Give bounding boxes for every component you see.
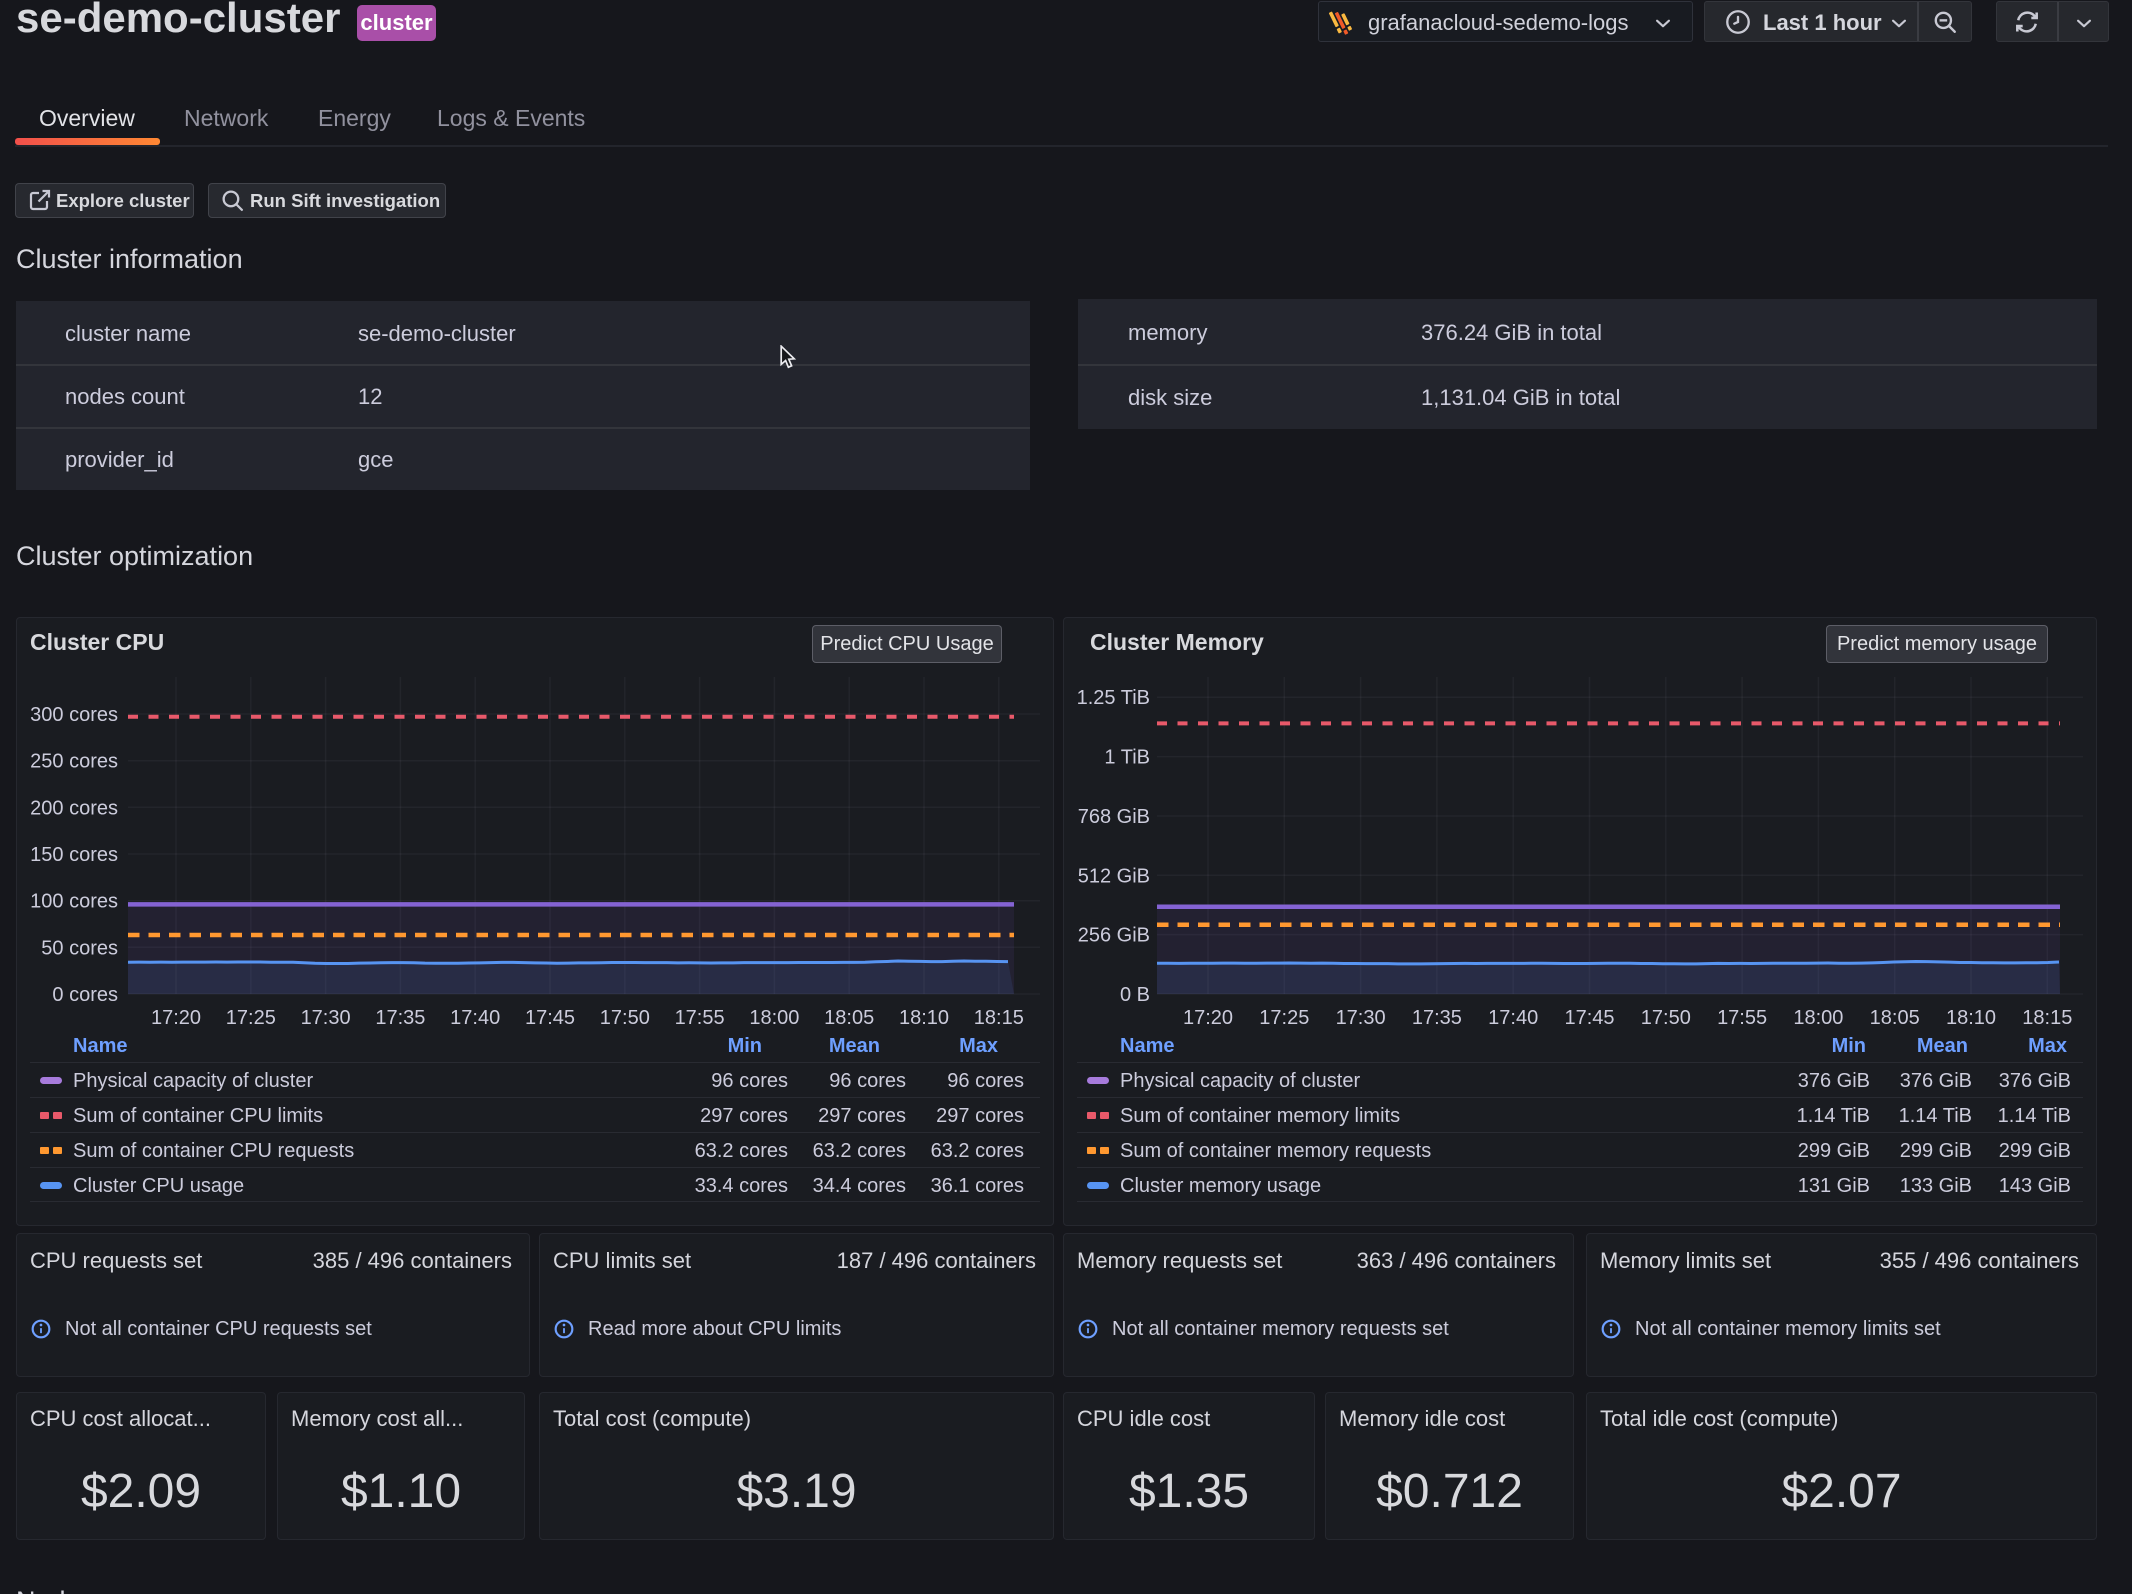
svg-text:18:05: 18:05 <box>1870 1007 1920 1029</box>
svg-text:17:55: 17:55 <box>1717 1007 1767 1029</box>
svg-text:1 TiB: 1 TiB <box>1104 747 1150 769</box>
svg-text:50 cores: 50 cores <box>41 937 118 959</box>
svg-text:17:30: 17:30 <box>1336 1007 1386 1029</box>
svg-text:18:10: 18:10 <box>899 1007 949 1029</box>
svg-text:17:40: 17:40 <box>450 1007 500 1029</box>
svg-text:17:40: 17:40 <box>1488 1007 1538 1029</box>
svg-text:250 cores: 250 cores <box>30 751 118 773</box>
svg-text:512 GiB: 512 GiB <box>1078 865 1150 887</box>
svg-text:18:00: 18:00 <box>749 1007 799 1029</box>
svg-text:256 GiB: 256 GiB <box>1078 925 1150 947</box>
svg-text:17:45: 17:45 <box>1564 1007 1614 1029</box>
svg-text:17:50: 17:50 <box>1641 1007 1691 1029</box>
svg-text:150 cores: 150 cores <box>30 844 118 866</box>
svg-text:17:45: 17:45 <box>525 1007 575 1029</box>
svg-text:17:35: 17:35 <box>1412 1007 1462 1029</box>
svg-text:17:50: 17:50 <box>600 1007 650 1029</box>
svg-text:18:05: 18:05 <box>824 1007 874 1029</box>
svg-text:300 cores: 300 cores <box>30 704 118 726</box>
svg-text:17:55: 17:55 <box>675 1007 725 1029</box>
svg-text:18:10: 18:10 <box>1946 1007 1996 1029</box>
svg-text:18:15: 18:15 <box>974 1007 1024 1029</box>
svg-text:1.25 TiB: 1.25 TiB <box>1077 687 1150 709</box>
svg-text:17:25: 17:25 <box>1259 1007 1309 1029</box>
svg-text:17:30: 17:30 <box>301 1007 351 1029</box>
svg-text:0 cores: 0 cores <box>52 984 118 1006</box>
svg-text:200 cores: 200 cores <box>30 797 118 819</box>
svg-text:17:20: 17:20 <box>151 1007 201 1029</box>
svg-text:17:20: 17:20 <box>1183 1007 1233 1029</box>
svg-text:18:00: 18:00 <box>1793 1007 1843 1029</box>
svg-text:17:35: 17:35 <box>375 1007 425 1029</box>
svg-text:100 cores: 100 cores <box>30 891 118 913</box>
svg-text:768 GiB: 768 GiB <box>1078 806 1150 828</box>
svg-text:17:25: 17:25 <box>226 1007 276 1029</box>
svg-text:0 B: 0 B <box>1120 984 1150 1006</box>
svg-text:18:15: 18:15 <box>2022 1007 2072 1029</box>
